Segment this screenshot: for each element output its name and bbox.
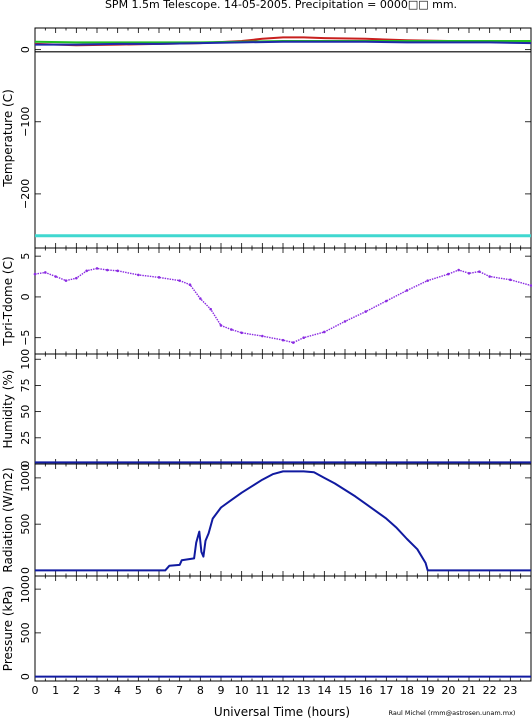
y-tick-label: 500 (19, 622, 32, 643)
y-axis-title-pressure: Pressure (kPa) (1, 586, 15, 671)
series-line-purple (34, 267, 532, 344)
y-tick-label: 0 (19, 293, 32, 300)
x-tick-label: 5 (135, 684, 142, 697)
x-tick-label: 15 (338, 684, 352, 697)
x-tick-label: 10 (235, 684, 249, 697)
x-tick-label: 0 (32, 684, 39, 697)
y-axis-title-humidity: Humidity (%) (1, 370, 15, 449)
y-tick-label: −5 (19, 330, 32, 346)
x-tick-label: 23 (503, 684, 517, 697)
y-tick-label: 0 (19, 673, 32, 680)
credit-text: Raul Michel (rmm@astrosen.unam.mx) (389, 709, 516, 717)
y-tick-label: 50 (19, 405, 32, 419)
chart-title: SPM 1.5m Telescope. 14-05-2005. Precipit… (105, 0, 457, 11)
y-axis-title-temperature: Temperature (C) (1, 89, 15, 188)
x-tick-label: 14 (317, 684, 331, 697)
x-tick-label: 16 (359, 684, 373, 697)
y-tick-label: 500 (19, 514, 32, 535)
x-tick-label: 20 (441, 684, 455, 697)
x-tick-label: 22 (483, 684, 497, 697)
series-line-blue (35, 40, 532, 46)
y-tick-label: 5 (19, 253, 32, 260)
panel-frame-temperature (34, 27, 532, 249)
series-line-navy (35, 470, 531, 572)
y-tick-label: 0 (19, 46, 32, 53)
y-tick-label: 25 (19, 431, 32, 445)
x-tick-label: 2 (73, 684, 80, 697)
y-tick-label: 0 (19, 461, 32, 468)
y-tick-label: 0 (19, 567, 32, 574)
x-tick-label: 8 (197, 684, 204, 697)
x-tick-label: 11 (255, 684, 269, 697)
x-tick-label: 21 (462, 684, 476, 697)
x-tick-label: 9 (218, 684, 225, 697)
x-tick-label: 4 (114, 684, 121, 697)
x-tick-label: 13 (297, 684, 311, 697)
x-tick-label: 17 (379, 684, 393, 697)
y-tick-label: 100 (19, 349, 32, 370)
x-tick-label: 19 (421, 684, 435, 697)
x-tick-label: 12 (276, 684, 290, 697)
panel-frame-radiation (34, 463, 532, 577)
x-tick-label: 7 (176, 684, 183, 697)
y-tick-label: −100 (19, 107, 32, 137)
panel-frame-tpri_tdome (34, 247, 532, 355)
x-tick-label: 3 (94, 684, 101, 697)
x-tick-label: 6 (156, 684, 163, 697)
y-axis-title-radiation: Radiation (W/m2) (1, 467, 15, 572)
x-tick-label: 18 (400, 684, 414, 697)
panel-frame-pressure (34, 575, 532, 682)
y-tick-label: 75 (19, 378, 32, 392)
y-tick-label: 1000 (19, 575, 32, 603)
panel-frame-humidity (34, 353, 532, 465)
y-axis-title-tpri_tdome: Tpri-Tdome (C) (1, 256, 15, 346)
y-tick-label: 1000 (19, 464, 32, 492)
y-tick-label: −200 (19, 179, 32, 209)
x-axis-title: Universal Time (hours) (214, 705, 350, 719)
x-tick-label: 1 (52, 684, 59, 697)
